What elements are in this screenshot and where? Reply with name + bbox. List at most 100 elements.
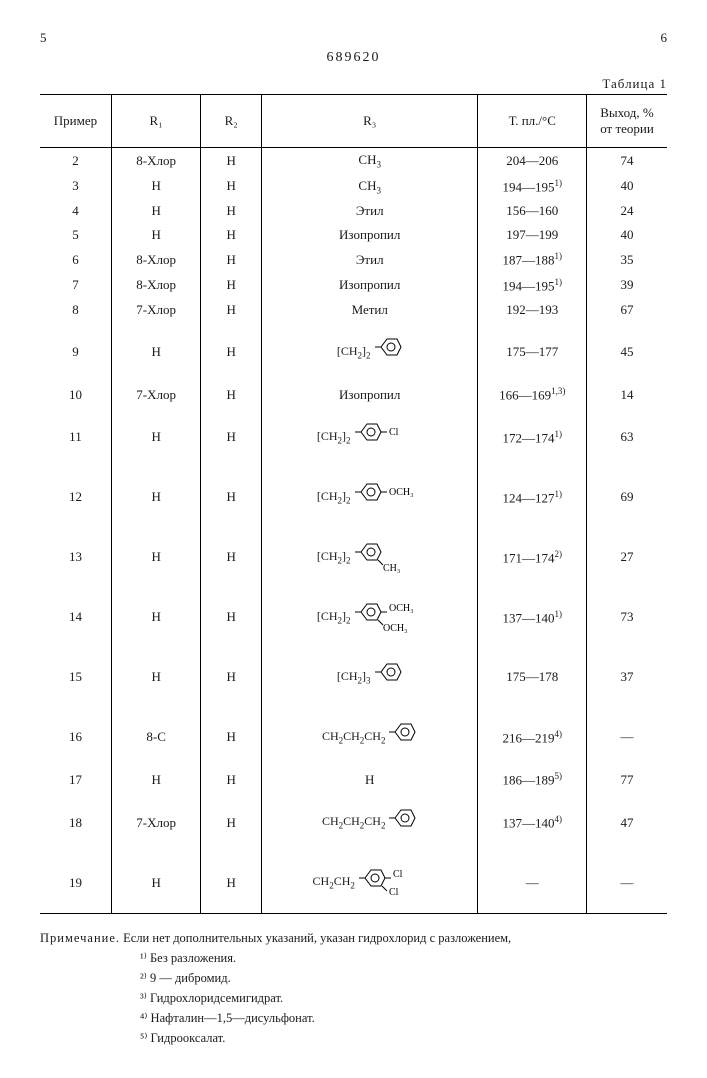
svg-text:Cl: Cl	[389, 887, 399, 898]
cell-yield: 14	[587, 382, 667, 407]
cell-example: 11	[40, 407, 111, 467]
footnotes: Примечание. Если нет дополнительных указ…	[40, 928, 667, 1048]
table-row: 17HHH186—1895)77	[40, 767, 667, 792]
footnote-item: ⁵⁾ Гидрооксалат.	[40, 1028, 667, 1048]
notes-main: Если нет дополнительных указаний, указан…	[123, 931, 511, 945]
cell-mp: 194—1951)	[478, 273, 587, 298]
cell-r2: H	[201, 298, 262, 322]
cell-r3: H	[261, 767, 478, 792]
cell-mp: 137—1401)	[478, 587, 587, 647]
page-left: 5	[40, 30, 47, 46]
cell-mp: 171—1742)	[478, 527, 587, 587]
cell-mp: —	[478, 853, 587, 914]
cell-yield: 69	[587, 467, 667, 527]
footnote-item: ⁴⁾ Нафталин—1,5—дисульфонат.	[40, 1008, 667, 1028]
cell-yield: 45	[587, 322, 667, 382]
svg-text:OCH₃: OCH₃	[383, 623, 408, 633]
cell-r2: H	[201, 707, 262, 767]
table-row: 3HHCH3194—1951)40	[40, 174, 667, 200]
cell-example: 12	[40, 467, 111, 527]
cell-r2: H	[201, 273, 262, 298]
table-row: 187-ХлорHCH2CH2CH2137—1404)47	[40, 793, 667, 853]
cell-r1: H	[111, 407, 201, 467]
table-row: 168-CHCH2CH2CH2216—2194)—	[40, 707, 667, 767]
cell-r1: H	[111, 647, 201, 707]
cell-r3: Метил	[261, 298, 478, 322]
cell-example: 13	[40, 527, 111, 587]
cell-r1: 7-Хлор	[111, 382, 201, 407]
cell-example: 2	[40, 148, 111, 174]
cell-mp: 156—160	[478, 199, 587, 223]
table-row: 5HHИзопропил197—19940	[40, 223, 667, 247]
cell-mp: 186—1895)	[478, 767, 587, 792]
cell-r3: Этил	[261, 247, 478, 272]
cell-r3: Изопропил	[261, 223, 478, 247]
cell-yield: 40	[587, 174, 667, 200]
header-r2: R₂	[201, 95, 262, 148]
cell-r1: H	[111, 527, 201, 587]
cell-r2: H	[201, 587, 262, 647]
cell-r1: H	[111, 587, 201, 647]
cell-example: 14	[40, 587, 111, 647]
header-example: Пример	[40, 95, 111, 148]
page-numbers: 5 6	[40, 30, 667, 46]
svg-text:Cl: Cl	[389, 427, 399, 438]
cell-r3: [CH2]2OCH₃	[261, 467, 478, 527]
cell-r3: CH2CH2ClCl	[261, 853, 478, 914]
cell-r1: 7-Хлор	[111, 793, 201, 853]
cell-r2: H	[201, 322, 262, 382]
table-caption: Таблица 1	[40, 76, 667, 92]
table-row: 107-ХлорHИзопропил166—1691,3)14	[40, 382, 667, 407]
cell-r2: H	[201, 407, 262, 467]
cell-r3: CH3	[261, 148, 478, 174]
page: 5 6 689620 Таблица 1 Пример R₁ R₂ R₃ Т. …	[40, 30, 667, 1048]
cell-r3: [CH2]2	[261, 322, 478, 382]
cell-example: 7	[40, 273, 111, 298]
cell-r1: 8-Хлор	[111, 273, 201, 298]
table-body: 28-ХлорHCH3204—206743HHCH3194—1951)404HH…	[40, 148, 667, 914]
table-row: 19HHCH2CH2ClCl——	[40, 853, 667, 914]
cell-r1: H	[111, 322, 201, 382]
cell-r2: H	[201, 199, 262, 223]
cell-example: 3	[40, 174, 111, 200]
cell-r2: H	[201, 148, 262, 174]
table-header-row: Пример R₁ R₂ R₃ Т. пл./°C Выход, % от те…	[40, 95, 667, 148]
cell-mp: 194—1951)	[478, 174, 587, 200]
cell-r3: Изопропил	[261, 382, 478, 407]
table-row: 15HH[CH2]3175—17837	[40, 647, 667, 707]
header-yield: Выход, % от теории	[587, 95, 667, 148]
cell-r2: H	[201, 223, 262, 247]
table-row: 87-ХлорHМетил192—19367	[40, 298, 667, 322]
cell-r1: H	[111, 467, 201, 527]
cell-r1: 7-Хлор	[111, 298, 201, 322]
cell-example: 16	[40, 707, 111, 767]
cell-r1: H	[111, 199, 201, 223]
cell-example: 5	[40, 223, 111, 247]
footnote-item: ²⁾ 9 — дибромид.	[40, 968, 667, 988]
cell-yield: 47	[587, 793, 667, 853]
cell-yield: —	[587, 853, 667, 914]
header-r1: R₁	[111, 95, 201, 148]
cell-r1: 8-Хлор	[111, 148, 201, 174]
cell-r2: H	[201, 467, 262, 527]
cell-r3: Этил	[261, 199, 478, 223]
page-right: 6	[661, 30, 668, 46]
cell-r2: H	[201, 174, 262, 200]
cell-r3: [CH2]3	[261, 647, 478, 707]
svg-text:OCH₃: OCH₃	[389, 603, 414, 614]
svg-text:OCH₃: OCH₃	[389, 487, 414, 498]
header-mp: Т. пл./°C	[478, 95, 587, 148]
cell-yield: 67	[587, 298, 667, 322]
cell-yield: 74	[587, 148, 667, 174]
cell-yield: 35	[587, 247, 667, 272]
cell-mp: 172—1741)	[478, 407, 587, 467]
cell-example: 8	[40, 298, 111, 322]
cell-r3: CH2CH2CH2	[261, 793, 478, 853]
cell-yield: 24	[587, 199, 667, 223]
table-row: 28-ХлорHCH3204—20674	[40, 148, 667, 174]
cell-yield: —	[587, 707, 667, 767]
cell-yield: 27	[587, 527, 667, 587]
table-row: 12HH[CH2]2OCH₃124—1271)69	[40, 467, 667, 527]
cell-r3: [CH2]2Cl	[261, 407, 478, 467]
table-row: 68-ХлорHЭтил187—1881)35	[40, 247, 667, 272]
